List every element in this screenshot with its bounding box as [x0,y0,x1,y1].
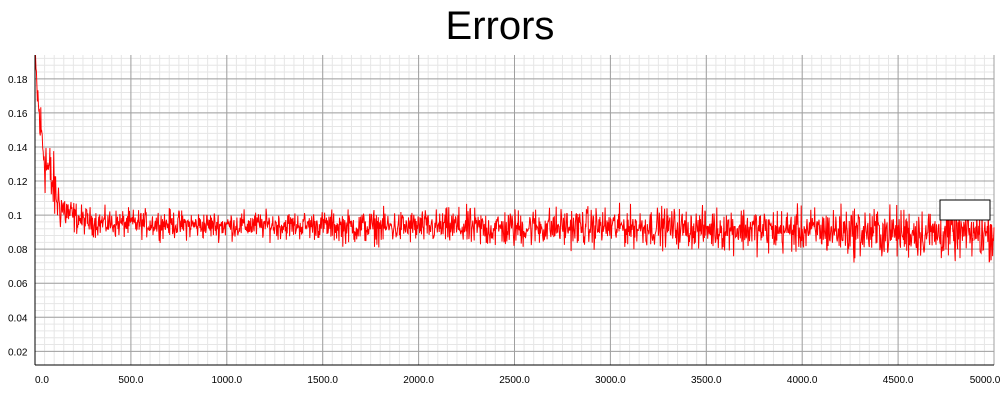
x-tick-label: 0.0 [35,375,49,386]
x-tick-label: 2000.0 [403,375,434,386]
x-tick-label: 4000.0 [787,375,818,386]
y-tick-label: 0.04 [8,313,28,324]
series-layer [34,54,995,263]
y-tick-label: 0.14 [8,143,28,154]
y-tick-label: 0.12 [8,177,28,188]
x-tick-label: 500.0 [118,375,143,386]
y-tick-label: 0.1 [8,211,22,222]
x-tick-label: 5000.0 [970,375,1000,386]
y-tick-label: 0.16 [8,109,28,120]
y-tick-label: 0.08 [8,245,28,256]
x-tick-label: 2500.0 [499,375,530,386]
x-tick-label: 3500.0 [691,375,722,386]
x-tick-label: 3000.0 [595,375,626,386]
major-grid [34,55,995,365]
x-tick-label: 1000.0 [212,375,243,386]
legend-box [939,199,991,221]
y-tick-label: 0.18 [8,75,28,86]
y-tick-label: 0.02 [8,347,28,358]
x-tick-label: 1500.0 [307,375,338,386]
x-ticks: 0.0 500.0 1000.0 1500.0 2000.0 2500.0 3000.0 35… [35,375,1000,386]
error-series-line [34,54,995,263]
x-tick-label: 4500.0 [883,375,914,386]
y-tick-label: 0.06 [8,279,28,290]
chart-title: Errors [445,4,555,48]
y-ticks: 0.02 0.04 0.06 0.08 0.1 0.12 0.14 0.16 0.18 [8,75,28,359]
